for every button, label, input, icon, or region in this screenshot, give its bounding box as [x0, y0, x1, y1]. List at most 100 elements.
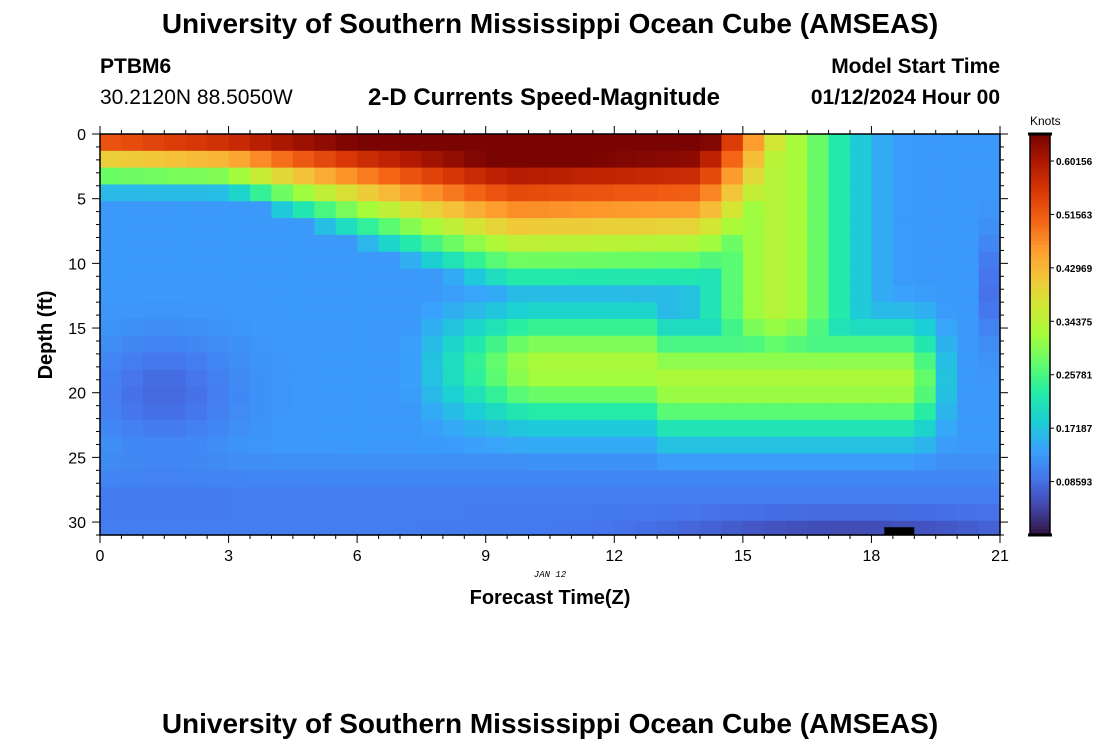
heatmap-cell	[978, 436, 1001, 455]
heatmap-cell	[657, 436, 680, 455]
heatmap-cell	[378, 436, 401, 455]
colorbar-swatch	[1030, 384, 1050, 389]
colorbar-swatch	[1030, 204, 1050, 209]
heatmap-cell	[850, 335, 873, 354]
heatmap-cell	[121, 150, 144, 169]
heatmap-cell	[442, 234, 465, 253]
heatmap-cell	[935, 335, 958, 354]
heatmap-cell	[700, 167, 723, 186]
heatmap-cell	[250, 352, 273, 371]
heatmap-cell	[185, 134, 208, 152]
heatmap-cell	[485, 436, 508, 455]
heatmap-cell	[228, 218, 251, 236]
heatmap-cell	[400, 201, 423, 219]
heatmap-cell	[785, 268, 808, 286]
heatmap-cell	[850, 318, 873, 337]
heatmap-cell	[400, 436, 423, 455]
heatmap-cell	[442, 487, 465, 505]
heatmap-cell	[828, 167, 851, 186]
colorbar-swatch	[1030, 491, 1050, 496]
heatmap-cell	[850, 201, 873, 219]
colorbar-swatch	[1030, 244, 1050, 249]
colorbar-swatch	[1030, 144, 1050, 148]
heatmap-cell	[207, 218, 230, 236]
heatmap-cell	[164, 167, 187, 186]
heatmap-cell	[314, 251, 337, 270]
heatmap-cell	[742, 453, 765, 471]
heatmap-cell	[464, 503, 487, 522]
heatmap-cell	[764, 369, 787, 387]
heatmap-cell	[550, 150, 573, 169]
heatmap-cell	[764, 352, 787, 371]
heatmap-cell	[292, 318, 315, 337]
heatmap-cell	[764, 318, 787, 337]
heatmap-cell	[892, 302, 915, 320]
heatmap-cell	[721, 386, 744, 404]
heatmap-cell	[592, 302, 615, 320]
colorbar-swatch	[1030, 448, 1050, 453]
heatmap-cell	[400, 150, 423, 169]
heatmap-cell	[892, 436, 915, 455]
heatmap-cell	[228, 167, 251, 186]
heatmap-cell	[357, 134, 380, 152]
heatmap-cell	[807, 150, 830, 169]
heatmap-cell	[100, 167, 123, 186]
heatmap-cell	[678, 218, 701, 236]
heatmap-cell	[357, 520, 380, 536]
heatmap-cell	[871, 503, 894, 522]
heatmap-cell	[228, 487, 251, 505]
heatmap-cell	[142, 436, 165, 455]
heatmap-cell	[421, 369, 444, 387]
x-tick-label: 3	[224, 548, 233, 565]
heatmap-cell	[914, 436, 937, 455]
heatmap-cell	[635, 470, 658, 488]
heatmap-cell	[571, 335, 594, 354]
heatmap-cell	[271, 285, 294, 303]
heatmap-cell	[185, 487, 208, 505]
colorbar-swatch	[1030, 357, 1050, 362]
colorbar-swatch	[1030, 170, 1050, 175]
heatmap-cell	[764, 419, 787, 438]
heatmap-cell	[764, 234, 787, 253]
heatmap-cell	[228, 285, 251, 303]
colorbar-swatch	[1030, 364, 1050, 369]
heatmap-cell	[657, 386, 680, 404]
heatmap-cell	[528, 167, 551, 186]
heatmap-cell	[464, 201, 487, 219]
heatmap-cell	[614, 184, 637, 202]
heatmap-cell	[807, 302, 830, 320]
heatmap-cell	[635, 302, 658, 320]
heatmap-cell	[185, 419, 208, 438]
heatmap-cell	[228, 352, 251, 371]
heatmap-cell	[314, 352, 337, 371]
heatmap-cell	[957, 184, 980, 202]
heatmap-cell	[292, 150, 315, 169]
heatmap-cell	[721, 184, 744, 202]
heatmap-cell	[742, 302, 765, 320]
heatmap-cell	[871, 470, 894, 488]
heatmap-cell	[207, 302, 230, 320]
colorbar-swatch	[1030, 478, 1050, 483]
heatmap-cell	[828, 134, 851, 152]
heatmap-cell	[764, 520, 787, 536]
heatmap-cell	[678, 419, 701, 438]
heatmap-cell	[742, 268, 765, 286]
heatmap-cell	[185, 251, 208, 270]
heatmap-cell	[850, 218, 873, 236]
heatmap-cell	[614, 403, 637, 421]
heatmap-cell	[314, 234, 337, 253]
heatmap-cell	[614, 335, 637, 354]
heatmap-cell	[764, 386, 787, 404]
heatmap-cell	[185, 150, 208, 169]
colorbar-swatch	[1030, 367, 1050, 372]
heatmap-cell	[914, 251, 937, 270]
colorbar-swatch	[1030, 287, 1050, 292]
heatmap-cell	[485, 285, 508, 303]
heatmap-cell	[357, 285, 380, 303]
heatmap-cell	[614, 386, 637, 404]
heatmap-cell	[850, 520, 873, 536]
heatmap-cell	[335, 285, 358, 303]
heatmap-cell	[164, 268, 187, 286]
heatmap-cell	[828, 352, 851, 371]
heatmap-cell	[592, 369, 615, 387]
